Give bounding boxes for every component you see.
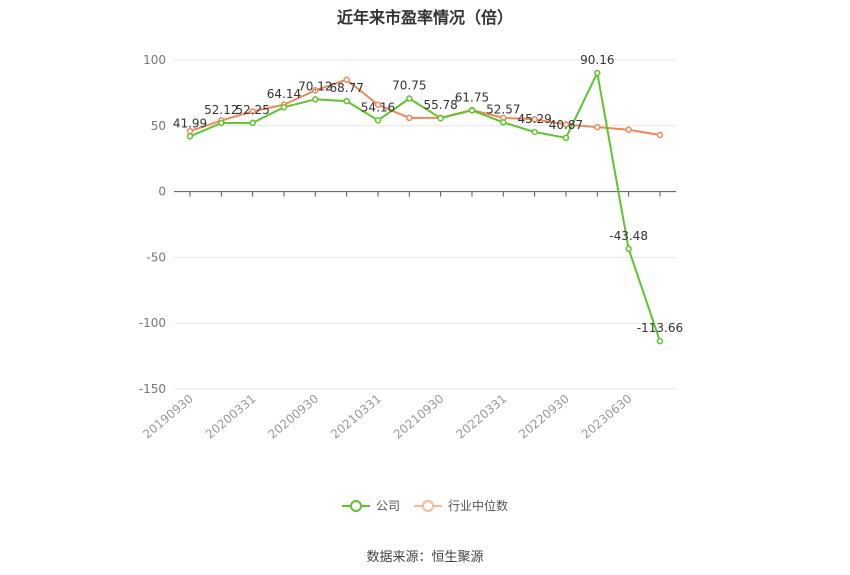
series	[186, 69, 664, 345]
industry-point	[249, 108, 256, 115]
company-point	[500, 119, 507, 126]
company-point	[280, 103, 288, 111]
industry-point	[625, 126, 632, 133]
legend-industry-label: 行业中位数	[448, 499, 509, 513]
x-tick-label: 20220331	[453, 392, 509, 442]
data-label: 54.16	[361, 100, 395, 114]
company-point	[406, 95, 413, 102]
x-tick-label: 20190930	[140, 392, 196, 442]
legend-company-label: 公司	[375, 499, 400, 513]
data-label: 52.12	[204, 103, 238, 117]
data-source: 数据来源：恒生聚源	[366, 550, 484, 565]
industry-point	[594, 123, 601, 131]
data-label: 64.14	[267, 87, 301, 101]
company-point	[374, 117, 382, 124]
data-label: 45.29	[517, 112, 551, 126]
data-label: 52.25	[235, 103, 269, 117]
legend-company-swatch-icon	[341, 499, 370, 512]
industry-point	[312, 87, 319, 94]
legend-industry-swatch-icon	[414, 499, 442, 512]
legend-item-industry-median[interactable]: 行业中位数	[414, 497, 508, 514]
industry-point	[374, 101, 382, 108]
company-point	[343, 97, 350, 105]
x-tick-label: 20200331	[203, 392, 259, 442]
y-tick-label: -50	[146, 250, 166, 264]
y-tick-label: 50	[151, 119, 166, 133]
chart-title: 近年来市盈率情况（倍）	[336, 8, 513, 27]
company-point	[437, 114, 444, 122]
data-label: 41.99	[173, 116, 207, 130]
company-point	[218, 119, 225, 127]
legend: 公司 行业中位数	[0, 497, 850, 514]
data-label: 40.87	[549, 118, 583, 132]
industry-point	[406, 114, 413, 122]
y-tick-label: 0	[158, 185, 166, 199]
company-point	[625, 245, 632, 253]
company-point	[468, 107, 476, 114]
x-tick-label: 20210331	[328, 392, 384, 442]
y-tick-label: 100	[143, 53, 166, 67]
x-tick-label: 20200930	[265, 392, 321, 442]
data-label: -113.66	[637, 321, 683, 335]
company-point	[656, 337, 664, 345]
x-tick-label: 20210930	[391, 392, 447, 442]
series-line-company	[189, 71, 661, 342]
data-label: 61.75	[455, 90, 489, 104]
company-point	[594, 69, 601, 77]
legend-item-company[interactable]: 公司	[341, 497, 400, 514]
company-point	[249, 119, 256, 127]
data-label: 68.77	[329, 81, 363, 95]
industry-point	[562, 121, 570, 128]
company-point	[562, 134, 570, 142]
data-label: 70.75	[392, 78, 426, 92]
industry-point	[343, 76, 350, 83]
x-tick-label: 20230630	[579, 392, 635, 442]
data-label: 55.78	[423, 98, 457, 112]
company-point	[531, 128, 538, 136]
company-point	[186, 133, 194, 140]
y-tick-label: -150	[139, 382, 166, 396]
industry-point	[656, 131, 664, 139]
series-line-industry-median	[189, 78, 661, 136]
industry-point	[531, 115, 538, 123]
data-label: 70.12	[298, 79, 332, 93]
grid-lines	[174, 59, 676, 390]
data-label: -43.48	[609, 229, 648, 243]
x-tick-label: 20220930	[516, 392, 572, 442]
company-point	[312, 96, 319, 103]
data-label: 52.57	[486, 102, 520, 116]
data-label: 90.16	[580, 53, 614, 67]
y-tick-label: -100	[139, 316, 166, 330]
